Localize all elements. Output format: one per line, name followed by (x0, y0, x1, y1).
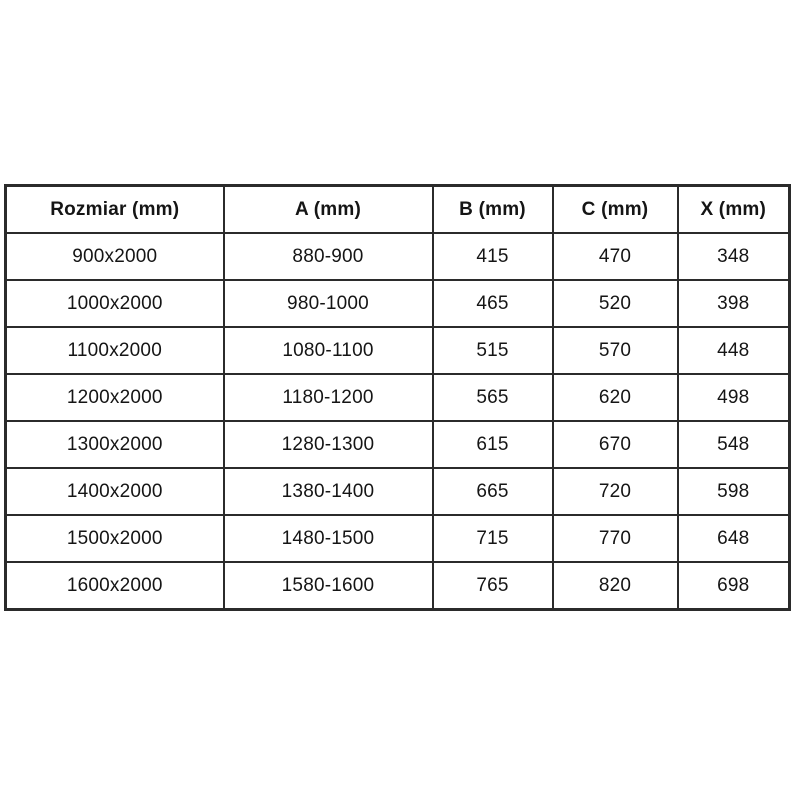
table-cell-rozmiar: 900x2000 (4, 232, 225, 281)
table-header-cell-x: X (mm) (676, 184, 791, 234)
table-cell-rozmiar: 1000x2000 (4, 279, 225, 328)
table-cell-a: 1280-1300 (222, 420, 434, 469)
table-cell-rozmiar: 1200x2000 (4, 373, 225, 422)
table-row: 1200x2000 1180-1200 565 620 498 (4, 373, 791, 422)
table-cell-c: 820 (551, 561, 679, 611)
table-cell-x: 398 (676, 279, 791, 328)
table-header-cell-c: C (mm) (551, 184, 679, 234)
table-cell-x: 648 (676, 514, 791, 563)
table-header-cell-rozmiar: Rozmiar (mm) (4, 184, 225, 234)
table-cell-c: 620 (551, 373, 679, 422)
table-row: 1000x2000 980-1000 465 520 398 (4, 279, 791, 328)
table-cell-b: 765 (431, 561, 554, 611)
table-cell-c: 720 (551, 467, 679, 516)
table-row: 1600x2000 1580-1600 765 820 698 (4, 561, 791, 611)
table-cell-b: 515 (431, 326, 554, 375)
table-cell-a: 1580-1600 (222, 561, 434, 611)
table-cell-x: 348 (676, 232, 791, 281)
table-cell-c: 520 (551, 279, 679, 328)
table-cell-b: 665 (431, 467, 554, 516)
table-cell-b: 715 (431, 514, 554, 563)
table-cell-rozmiar: 1100x2000 (4, 326, 225, 375)
table-row: 1500x2000 1480-1500 715 770 648 (4, 514, 791, 563)
table-cell-c: 470 (551, 232, 679, 281)
table-cell-x: 448 (676, 326, 791, 375)
table-cell-b: 615 (431, 420, 554, 469)
table-cell-rozmiar: 1500x2000 (4, 514, 225, 563)
table-row: 1300x2000 1280-1300 615 670 548 (4, 420, 791, 469)
table-cell-x: 498 (676, 373, 791, 422)
table-header-row: Rozmiar (mm) A (mm) B (mm) C (mm) X (mm) (4, 184, 791, 234)
table-cell-a: 1480-1500 (222, 514, 434, 563)
table-cell-rozmiar: 1300x2000 (4, 420, 225, 469)
table-row: 1100x2000 1080-1100 515 570 448 (4, 326, 791, 375)
table-header-cell-a: A (mm) (222, 184, 434, 234)
table-cell-b: 465 (431, 279, 554, 328)
size-table-container: Rozmiar (mm) A (mm) B (mm) C (mm) X (mm)… (4, 184, 791, 611)
table-cell-a: 1380-1400 (222, 467, 434, 516)
table-cell-a: 980-1000 (222, 279, 434, 328)
table-cell-rozmiar: 1600x2000 (4, 561, 225, 611)
table-cell-x: 598 (676, 467, 791, 516)
table-header-cell-b: B (mm) (431, 184, 554, 234)
table-cell-b: 415 (431, 232, 554, 281)
table-cell-b: 565 (431, 373, 554, 422)
table-cell-x: 548 (676, 420, 791, 469)
table-cell-rozmiar: 1400x2000 (4, 467, 225, 516)
table-row: 1400x2000 1380-1400 665 720 598 (4, 467, 791, 516)
table-row: 900x2000 880-900 415 470 348 (4, 232, 791, 281)
table-cell-a: 1180-1200 (222, 373, 434, 422)
table-cell-c: 670 (551, 420, 679, 469)
table-cell-c: 770 (551, 514, 679, 563)
table-cell-a: 880-900 (222, 232, 434, 281)
size-spec-table: Rozmiar (mm) A (mm) B (mm) C (mm) X (mm)… (4, 184, 791, 611)
table-cell-x: 698 (676, 561, 791, 611)
table-cell-a: 1080-1100 (222, 326, 434, 375)
table-cell-c: 570 (551, 326, 679, 375)
